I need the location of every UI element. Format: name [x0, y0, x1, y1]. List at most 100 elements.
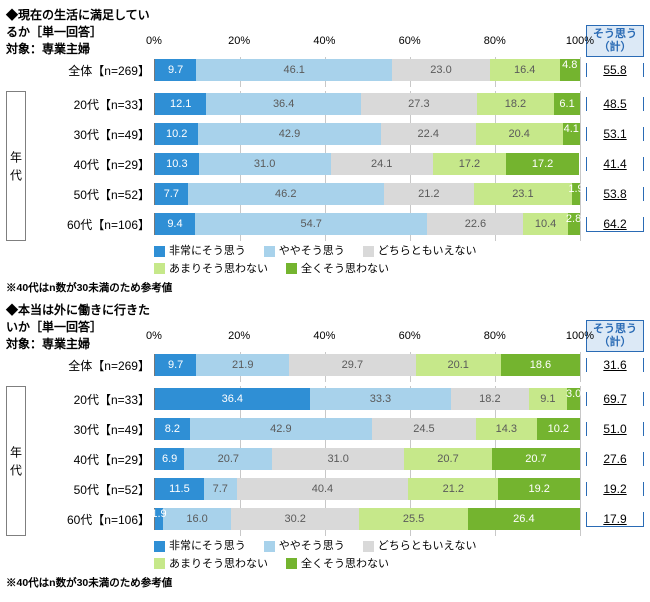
- bar-segment: 25.5: [359, 508, 467, 530]
- bar-segment: 4.1: [563, 123, 580, 145]
- bar-segment: 33.3: [310, 388, 452, 410]
- table-row: 60代【n=106】9.454.722.610.42.864.2: [26, 211, 644, 237]
- stacked-bar: 1.916.030.225.526.4: [155, 508, 580, 530]
- bar-segment: 54.7: [195, 213, 427, 235]
- chart-block: ◆現在の生活に満足しているか［単一回答］対象：専業主婦0%20%40%60%80…: [6, 6, 644, 295]
- bar-container: 9.746.123.016.44.8: [154, 59, 580, 81]
- stacked-bar: 11.57.740.421.219.2: [155, 478, 580, 500]
- stacked-bar: 36.433.318.29.13.0: [155, 388, 580, 410]
- bar-segment: 23.1: [474, 183, 572, 205]
- bar-segment: 27.3: [361, 93, 477, 115]
- bar-container: 8.242.924.514.310.2: [154, 418, 580, 440]
- axis-tick: 100%: [566, 35, 594, 47]
- bar-segment: 18.2: [451, 388, 528, 410]
- sum-value: 53.8: [586, 187, 644, 201]
- bar-segment: 29.7: [289, 354, 415, 376]
- row-label: 60代【n=106】: [26, 216, 154, 233]
- stacked-bar: 9.454.722.610.42.8: [155, 213, 580, 235]
- bar-segment: 31.0: [272, 448, 404, 470]
- row-label: 全体【n=269】: [6, 357, 154, 374]
- bar-segment: 14.3: [476, 418, 537, 440]
- chart-title: ◆現在の生活に満足しているか［単一回答］: [6, 6, 154, 40]
- row-label: 40代【n=29】: [26, 156, 154, 173]
- table-row: 50代【n=52】7.746.221.223.11.9 53.8: [26, 181, 644, 207]
- bar-segment: 1.9: [572, 183, 580, 205]
- sum-value: 27.6: [586, 452, 644, 466]
- bar-segment: 4.8: [560, 59, 580, 81]
- bar-segment: 18.2: [477, 93, 554, 115]
- bar-segment: 2.8: [568, 213, 580, 235]
- stacked-bar: 8.242.924.514.310.2: [155, 418, 580, 440]
- footnote: ※40代はn数が30未満のため参考値: [6, 575, 644, 590]
- stacked-bar: 12.136.427.318.26.1: [155, 93, 580, 115]
- bar-segment: 26.4: [468, 508, 580, 530]
- table-row: 全体【n=269】9.746.123.016.44.855.8: [6, 57, 644, 83]
- bar-segment: 31.0: [199, 153, 331, 175]
- legend-item: あまりそう思わない: [154, 261, 268, 279]
- bar-segment: 1.9: [155, 508, 163, 530]
- table-row: 30代【n=49】8.242.924.514.310.251.0: [26, 416, 644, 442]
- sum-value: 55.8: [586, 63, 644, 77]
- stacked-bar: 9.721.929.720.118.6: [155, 354, 580, 376]
- bar-segment: 21.9: [196, 354, 289, 376]
- axis-tick: 60%: [399, 330, 421, 342]
- bar-segment: 9.4: [155, 213, 195, 235]
- table-row: 60代【n=106】1.916.030.225.526.417.9: [26, 506, 644, 532]
- bar-segment: 21.2: [384, 183, 474, 205]
- axis-tick: 20%: [228, 330, 250, 342]
- bar-segment: 23.0: [392, 59, 490, 81]
- stacked-bar: 10.242.922.420.44.1: [155, 123, 580, 145]
- row-label: 30代【n=49】: [26, 421, 154, 438]
- sum-value: 69.7: [586, 392, 644, 406]
- sum-header: そう思う（計）: [586, 25, 644, 57]
- legend-item: 非常にそう思う: [154, 538, 246, 556]
- bar-segment: 7.7: [204, 478, 237, 500]
- legend-item: どちらともいえない: [363, 243, 477, 261]
- bar-segment: 17.2: [433, 153, 506, 175]
- bar-container: 10.242.922.420.44.1: [154, 123, 580, 145]
- table-row: 20代【n=33】12.136.427.318.26.148.5: [26, 91, 644, 117]
- bar-segment: 36.4: [155, 388, 310, 410]
- bar-container: 36.433.318.29.13.0: [154, 388, 580, 410]
- bar-segment: 20.7: [184, 448, 272, 470]
- table-row: 50代【n=52】11.57.740.421.219.219.2: [26, 476, 644, 502]
- legend-item: 非常にそう思う: [154, 243, 246, 261]
- sum-value: 31.6: [586, 358, 644, 372]
- x-axis: 0%20%40%60%80%100%: [154, 27, 580, 57]
- legend-item: ややそう思う: [264, 538, 345, 556]
- chart-subtitle: 対象：専業主婦: [6, 335, 154, 352]
- bar-segment: 46.1: [196, 59, 392, 81]
- bar-segment: 18.6: [501, 354, 580, 376]
- bar-container: 12.136.427.318.26.1: [154, 93, 580, 115]
- bar-segment: 36.4: [206, 93, 361, 115]
- bar-segment: 24.5: [372, 418, 476, 440]
- bar-segment: 9.7: [155, 354, 196, 376]
- bar-segment: 20.7: [492, 448, 580, 470]
- group-label: 年代: [6, 91, 26, 241]
- bar-segment: 46.2: [188, 183, 384, 205]
- row-label: 20代【n=33】: [26, 96, 154, 113]
- row-label: 30代【n=49】: [26, 126, 154, 143]
- bar-segment: 16.4: [490, 59, 560, 81]
- bar-segment: 7.7: [155, 183, 188, 205]
- bar-segment: 24.1: [331, 153, 433, 175]
- stacked-bar: 10.331.024.117.217.2: [155, 153, 580, 175]
- bar-container: 7.746.221.223.11.9: [154, 183, 580, 205]
- axis-tick: 60%: [399, 35, 421, 47]
- stacked-bar: 7.746.221.223.11.9: [155, 183, 580, 205]
- bar-segment: 10.2: [155, 123, 198, 145]
- legend-item: ややそう思う: [264, 243, 345, 261]
- sum-value: 53.1: [586, 127, 644, 141]
- row-label: 50代【n=52】: [26, 186, 154, 203]
- axis-tick: 80%: [484, 35, 506, 47]
- bar-segment: 20.7: [404, 448, 492, 470]
- bar-segment: 11.5: [155, 478, 204, 500]
- bar-container: 6.920.731.020.720.7: [154, 448, 580, 470]
- sum-value: 17.9: [586, 512, 644, 527]
- x-axis: 0%20%40%60%80%100%: [154, 322, 580, 352]
- legend: 非常にそう思うややそう思うどちらともいえないあまりそう思わない全くそう思わない: [154, 538, 644, 573]
- sum-value: 19.2: [586, 482, 644, 496]
- group-label: 年代: [6, 386, 26, 536]
- chart-title: ◆本当は外に働きに行きたいか［単一回答］: [6, 301, 154, 335]
- sum-value: 41.4: [586, 157, 644, 171]
